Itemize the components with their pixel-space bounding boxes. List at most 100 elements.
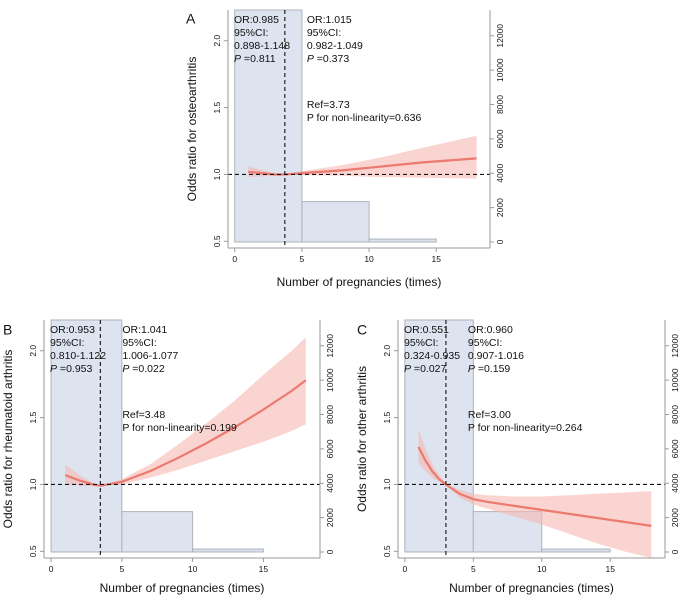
- x-tick-label: 5: [300, 254, 305, 264]
- histogram-bar: [234, 9, 303, 243]
- ci-label: 95%CI:: [122, 337, 156, 349]
- p-symbol: P: [404, 363, 411, 375]
- y-tick-label: 2.0: [212, 35, 222, 47]
- odds-ratio-curve: [248, 157, 477, 176]
- y2-tick-label: 2000: [495, 198, 505, 217]
- odds-ratio-text: OR:0.960: [468, 324, 513, 336]
- y2-tick-label: 6000: [670, 439, 680, 458]
- y2-tick-label: 4000: [670, 474, 680, 493]
- y-tick-label: 1.0: [212, 168, 222, 180]
- y2-tick-label: 0: [325, 549, 335, 554]
- odds-ratio-text: OR:0.953: [50, 324, 95, 336]
- y2-tick-label: 4000: [325, 474, 335, 493]
- confidence-band: [418, 429, 652, 558]
- odds-ratio-curve: [417, 446, 652, 527]
- y-axis-label: Odds ratio for rheumatoid arthritis: [1, 350, 15, 529]
- y2-tick-label: 8000: [495, 95, 505, 114]
- panel-letter: B: [3, 321, 12, 337]
- x-axis-label: Number of pregnancies (times): [100, 581, 265, 595]
- ref-value-text: Ref=3.00: [468, 409, 511, 421]
- y-tick-label: 1.0: [382, 478, 392, 490]
- p-value: =0.373: [314, 53, 349, 65]
- y2-tick-label: 2000: [325, 508, 335, 527]
- p-value-text: P =0.811: [234, 53, 276, 65]
- y2-tick-label: 12000: [670, 334, 680, 358]
- x-tick-label: 15: [259, 564, 269, 574]
- y-tick-label: 2.0: [28, 345, 38, 357]
- p-symbol: P: [468, 363, 475, 375]
- x-tick-label: 5: [471, 564, 476, 574]
- ref-value-text: Ref=3.48: [122, 409, 165, 421]
- odds-ratio-text: OR:0.551: [404, 324, 449, 336]
- ci-value: 0.982-1.049: [307, 40, 363, 52]
- histogram-bar: [368, 238, 437, 243]
- y2-tick-label: 10000: [495, 58, 505, 82]
- p-value-text: P =0.953: [50, 363, 93, 375]
- histogram-bar: [192, 548, 264, 553]
- ci-value: 0.907-1.016: [468, 350, 524, 362]
- y2-tick-label: 12000: [495, 24, 505, 48]
- odds-ratio-text: OR:1.041: [122, 324, 167, 336]
- p-value: =0.953: [57, 363, 92, 375]
- p-value-text: P =0.373: [307, 53, 350, 65]
- p-symbol: P: [122, 363, 129, 375]
- x-tick-label: 5: [119, 564, 124, 574]
- ci-value: 0.324-0.935: [404, 350, 460, 362]
- y2-tick-label: 2000: [670, 508, 680, 527]
- y-tick-label: 2.0: [382, 345, 392, 357]
- histogram-bar: [472, 511, 543, 553]
- histogram-bar: [301, 201, 370, 243]
- p-symbol: P: [307, 53, 314, 65]
- x-tick-label: 0: [232, 254, 237, 264]
- y-tick-label: 1.0: [28, 478, 38, 490]
- ci-value: 0.898-1.148: [234, 40, 290, 52]
- y-tick-label: 1.5: [212, 101, 222, 113]
- x-axis-label: Number of pregnancies (times): [449, 581, 614, 595]
- odds-ratio-text: OR:0.985: [234, 14, 279, 26]
- histogram-bar: [50, 319, 123, 553]
- ci-value: 0.810-1.122: [50, 350, 106, 362]
- p-value-text: P =0.159: [468, 363, 511, 375]
- p-symbol: P: [50, 363, 57, 375]
- ci-label: 95%CI:: [468, 337, 502, 349]
- y-tick-label: 0.5: [212, 235, 222, 247]
- panel-A: 0 5 10 15 0.5 1.0 1.5 2.0 0 2000 4000 6000 8000 10000…: [185, 9, 505, 289]
- ci-label: 95%CI:: [307, 27, 341, 39]
- ci-label: 95%CI:: [50, 337, 84, 349]
- nonlinearity-text: P for non-linearity=0.636: [307, 112, 422, 124]
- p-value: =0.027: [411, 363, 446, 375]
- y2-tick-label: 0: [670, 549, 680, 554]
- nonlinearity-text: P for non-linearity=0.264: [468, 422, 583, 434]
- y-axis-label: Odds ratio for osteoarthritis: [185, 57, 199, 202]
- ci-value: 1.006-1.077: [122, 350, 178, 362]
- p-value: =0.159: [475, 363, 510, 375]
- p-value: =0.022: [129, 363, 164, 375]
- y2-tick-label: 6000: [495, 129, 505, 148]
- x-axis-label: Number of pregnancies (times): [277, 275, 442, 289]
- y2-tick-label: 4000: [495, 164, 505, 183]
- y2-tick-label: 12000: [325, 334, 335, 358]
- y-tick-label: 1.5: [28, 411, 38, 423]
- panel-C: 0 5 10 15 0.5 1.0 1.5 2.0 0 2000 4000 6000 8000 10000…: [355, 319, 680, 595]
- p-value-text: P =0.027: [404, 363, 447, 375]
- y2-tick-label: 8000: [325, 405, 335, 424]
- y2-tick-label: 6000: [325, 439, 335, 458]
- x-tick-label: 15: [605, 564, 615, 574]
- p-value-text: P =0.022: [122, 363, 165, 375]
- ci-label: 95%CI:: [404, 337, 438, 349]
- x-tick-label: 0: [402, 564, 407, 574]
- histogram-bar: [121, 511, 194, 553]
- y-tick-label: 0.5: [28, 545, 38, 557]
- nonlinearity-text: P for non-linearity=0.199: [122, 422, 237, 434]
- p-value: =0.811: [241, 53, 276, 65]
- histogram-bar: [541, 548, 611, 553]
- ci-label: 95%CI:: [234, 27, 268, 39]
- y-axis-label: Odds ratio for other arthritis: [355, 366, 369, 512]
- x-tick-label: 15: [432, 254, 442, 264]
